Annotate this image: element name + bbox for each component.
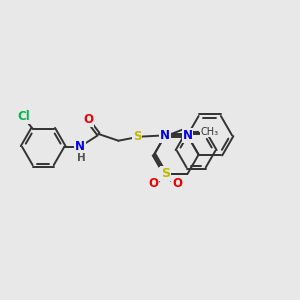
Text: O: O: [148, 177, 158, 190]
Text: S: S: [161, 167, 170, 180]
Text: S: S: [133, 130, 141, 143]
Text: N: N: [160, 129, 170, 142]
Text: CH₃: CH₃: [201, 127, 219, 137]
Text: H: H: [76, 153, 85, 163]
Text: O: O: [83, 113, 93, 126]
Text: N: N: [182, 129, 193, 142]
Text: Cl: Cl: [18, 110, 30, 123]
Text: N: N: [75, 140, 85, 153]
Text: O: O: [172, 177, 182, 190]
Text: N: N: [160, 167, 170, 180]
